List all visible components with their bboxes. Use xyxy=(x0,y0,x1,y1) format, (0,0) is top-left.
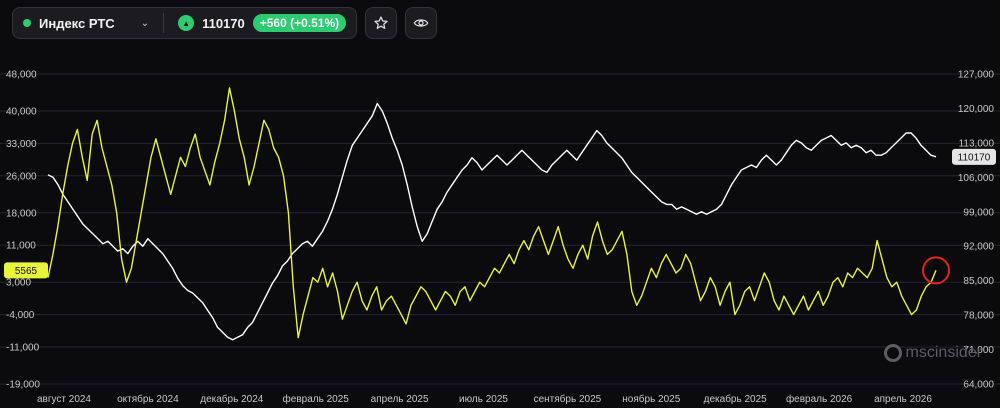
instrument-selector[interactable]: Индекс РТС ⌄ ▲ 110170 +560 (+0.51%) xyxy=(12,7,358,39)
eye-icon xyxy=(413,19,429,27)
instrument-name: Индекс РТС xyxy=(39,15,115,31)
x-tick-label: сентябрь 2025 xyxy=(534,393,602,405)
y-right-tick-label: 120,000 xyxy=(958,104,995,115)
x-tick-label: февраль 2026 xyxy=(786,393,853,405)
left-last-value-badge xyxy=(4,262,48,279)
y-left-tick-label: 26,000 xyxy=(6,171,37,182)
chevron-down-icon[interactable]: ⌄ xyxy=(140,17,150,29)
watch-button[interactable] xyxy=(405,7,438,39)
y-left-tick-label: 18,000 xyxy=(6,208,37,219)
y-right-tick-label: 78,000 xyxy=(963,311,994,322)
watermark: mscinsider xyxy=(883,344,982,362)
x-tick-label: декабрь 2025 xyxy=(704,393,768,405)
y-left-tick-label: 3,000 xyxy=(6,278,31,289)
y-left-tick-label: -4,000 xyxy=(6,310,35,321)
highlight-marker xyxy=(922,256,950,285)
arrow-up-icon: ▲ xyxy=(178,15,195,31)
y-right-tick-label: 71,000 xyxy=(963,345,994,356)
left-last-value-text: 5565 xyxy=(15,266,38,277)
y-right-tick-label: 85,000 xyxy=(963,276,994,287)
index-series-line xyxy=(47,102,937,341)
y-right-tick-label: 127,000 xyxy=(958,70,995,81)
y-left-tick-label: 11,000 xyxy=(6,241,36,252)
right-last-value-badge xyxy=(952,148,996,165)
x-tick-label: июль 2025 xyxy=(459,394,508,405)
star-icon xyxy=(374,16,388,29)
indicator-series-line xyxy=(47,87,937,339)
y-left-tick-label: 48,000 xyxy=(6,70,37,81)
status-dot xyxy=(23,19,31,27)
favorite-button[interactable] xyxy=(365,7,398,39)
x-tick-label: декабрь 2024 xyxy=(200,393,264,405)
y-left-tick-label: -19,000 xyxy=(6,380,40,391)
y-right-tick-label: 113,000 xyxy=(959,138,995,149)
y-right-tick-label: 106,000 xyxy=(958,173,995,184)
divider xyxy=(163,13,165,33)
x-tick-label: апрель 2025 xyxy=(371,394,429,405)
x-tick-label: август 2024 xyxy=(37,394,91,405)
y-right-tick-label: 99,000 xyxy=(963,207,994,218)
y-right-tick-label: 92,000 xyxy=(963,242,994,253)
price-value: 110170 xyxy=(202,15,245,31)
watermark-logo-icon xyxy=(883,344,902,362)
x-tick-label: апрель 2026 xyxy=(874,394,932,405)
y-left-tick-label: -11,000 xyxy=(6,342,40,353)
x-tick-label: февраль 2025 xyxy=(283,393,350,405)
x-tick-label: октябрь 2024 xyxy=(117,393,179,405)
y-left-tick-label: 33,000 xyxy=(6,139,37,150)
y-left-tick-label: 40,000 xyxy=(6,107,37,118)
x-tick-label: ноябрь 2025 xyxy=(622,393,680,405)
toolbar: Индекс РТС ⌄ ▲ 110170 +560 (+0.51%) xyxy=(12,6,438,40)
change-badge: +560 (+0.51%) xyxy=(252,14,347,32)
watermark-text: mscinsider xyxy=(905,344,982,361)
y-right-tick-label: 64,000 xyxy=(963,380,994,391)
right-last-value-text: 110170 xyxy=(958,152,991,163)
